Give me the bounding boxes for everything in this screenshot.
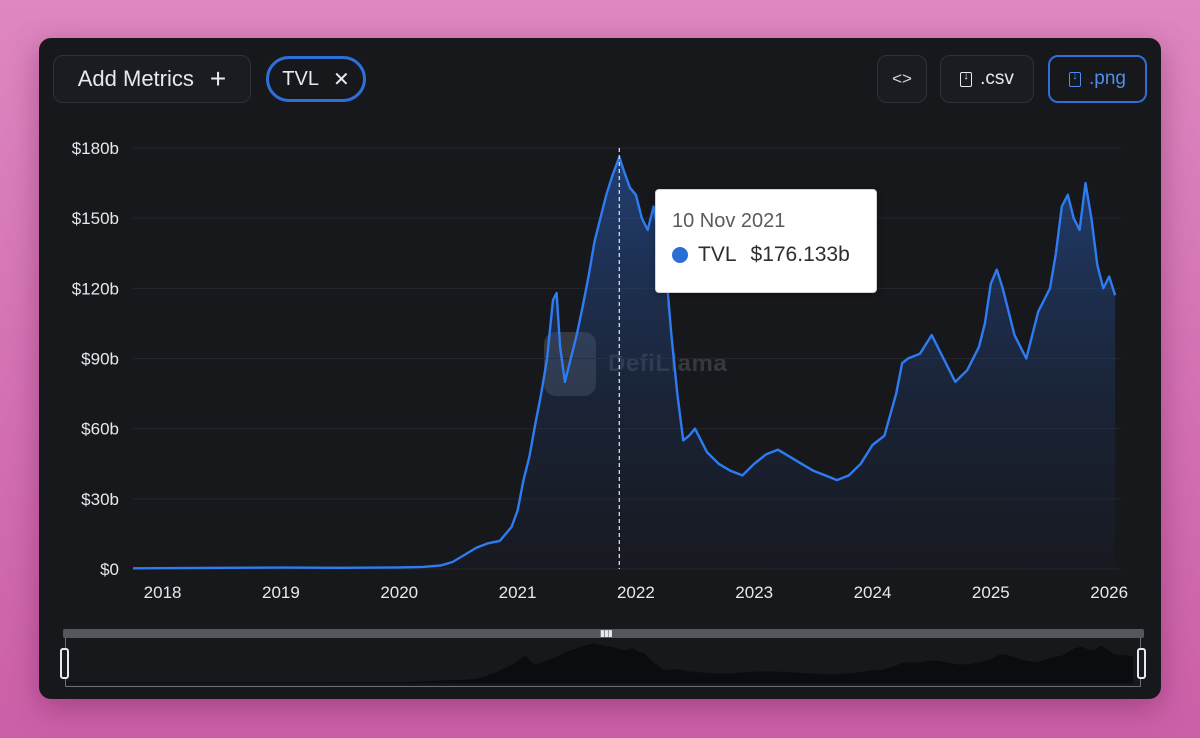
csv-label: .csv	[980, 68, 1014, 89]
x-tick-label: 2020	[380, 583, 418, 602]
x-tick-label: 2026	[1090, 583, 1128, 602]
range-handle-right[interactable]	[1137, 648, 1146, 679]
range-handle-left[interactable]	[60, 648, 69, 679]
x-tick-label: 2018	[144, 583, 182, 602]
plus-icon: +	[209, 63, 227, 94]
y-tick-label: $0	[100, 560, 119, 579]
x-tick-label: 2023	[735, 583, 773, 602]
hover-tooltip: 10 Nov 2021 TVL $176.133b	[655, 189, 877, 293]
tooltip-value: $176.133b	[750, 243, 850, 266]
code-icon: <>	[892, 69, 912, 88]
x-tick-label: 2022	[617, 583, 655, 602]
y-tick-label: $180b	[72, 139, 119, 158]
x-tick-label: 2019	[262, 583, 300, 602]
tvl-area-chart[interactable]: $0$30b$60b$90b$120b$150b$180b 2018 2019 20…	[39, 38, 1161, 699]
x-tick-label: 2024	[854, 583, 892, 602]
close-icon[interactable]: ✕	[332, 68, 350, 91]
y-tick-label: $120b	[72, 279, 119, 298]
tooltip-series-name: TVL	[698, 243, 737, 266]
download-file-icon	[960, 70, 973, 87]
x-tick-label: 2025	[972, 583, 1010, 602]
grip-icon[interactable]: ▮▮▮	[600, 628, 613, 638]
tvl-area-fill	[133, 157, 1116, 569]
x-tick-label: 2021	[499, 583, 537, 602]
y-axis: $0 $30b $60b $90b $120b $150b $180b	[72, 139, 119, 579]
metric-pill-tvl[interactable]: TVL ✕	[266, 56, 366, 102]
metric-pill-label: TVL	[282, 67, 319, 90]
download-png-button[interactable]: .png	[1048, 55, 1147, 103]
y-tick-label: $60b	[81, 420, 119, 439]
add-metrics-button[interactable]: Add Metrics +	[53, 55, 251, 103]
png-label: .png	[1089, 68, 1126, 89]
download-file-icon	[1069, 70, 1081, 87]
overview-minichart	[66, 643, 1134, 684]
range-brush-window[interactable]	[65, 638, 1141, 687]
series-dot-icon	[672, 247, 688, 263]
download-csv-button[interactable]: .csv	[940, 55, 1034, 103]
y-tick-label: $90b	[81, 350, 119, 369]
tooltip-date: 10 Nov 2021	[672, 210, 786, 232]
y-tick-label: $150b	[72, 209, 119, 228]
chart-panel: Add Metrics + TVL ✕ <> .csv .png DefiLla…	[39, 38, 1161, 699]
x-axis: 2018 2019 2020 2021 2022 2023 2024 2025 2026	[144, 583, 1128, 602]
embed-code-button[interactable]: <>	[877, 55, 927, 103]
add-metrics-label: Add Metrics	[77, 66, 194, 91]
y-tick-label: $30b	[81, 490, 119, 509]
tvl-series-line	[132, 155, 1117, 570]
range-brush-track[interactable]	[63, 629, 1144, 638]
